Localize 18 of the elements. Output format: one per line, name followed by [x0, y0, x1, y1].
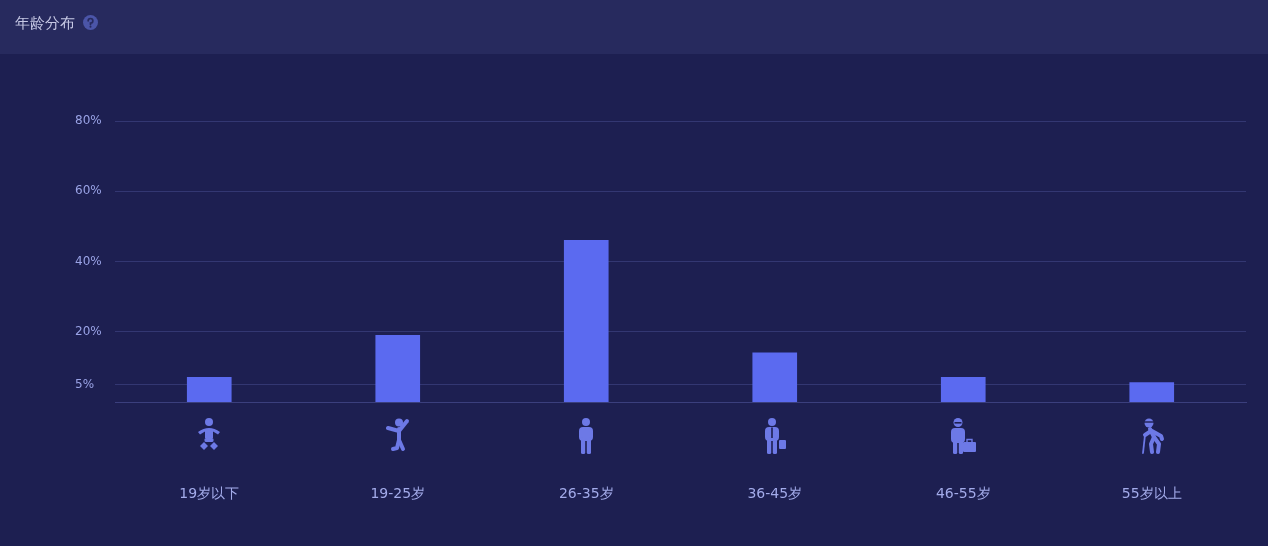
- y-tick-label: 40%: [75, 253, 102, 268]
- x-tick-label: 19-25岁: [370, 485, 426, 502]
- y-tick-label: 5%: [75, 376, 95, 391]
- y-tick-label: 60%: [75, 183, 102, 198]
- bar: [186, 377, 232, 402]
- x-tick-label: 36-45岁: [747, 485, 803, 502]
- bar: [375, 334, 421, 402]
- x-tick-label: 55岁以上: [1121, 485, 1182, 502]
- bar: [1129, 382, 1175, 402]
- y-tick-label: 80%: [75, 113, 102, 128]
- chart-title: 年龄分布: [15, 13, 75, 33]
- y-tick-label: 20%: [75, 323, 102, 338]
- x-tick-label: 26-35岁: [558, 485, 614, 502]
- x-tick-label: 46-55岁: [935, 485, 991, 502]
- bar: [752, 352, 798, 402]
- bar: [940, 377, 986, 402]
- x-tick-label: 19岁以下: [179, 485, 240, 502]
- bar: [563, 240, 609, 402]
